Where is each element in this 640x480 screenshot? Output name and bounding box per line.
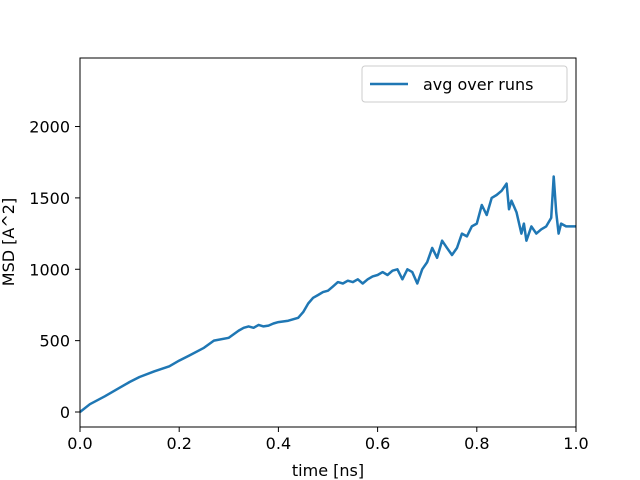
y-tick-label: 0 bbox=[60, 403, 70, 422]
plot-frame bbox=[79, 57, 577, 428]
x-tick-label: 0.0 bbox=[67, 434, 92, 453]
legend-label: avg over runs bbox=[423, 75, 533, 94]
x-tick-label: 0.2 bbox=[166, 434, 191, 453]
y-tick-label: 1500 bbox=[29, 189, 70, 208]
y-tick-label: 500 bbox=[39, 332, 70, 351]
y-axis-label: MSD [A^2] bbox=[0, 198, 18, 286]
series-line-0 bbox=[79, 175, 576, 413]
x-axis: 0.0 0.2 0.4 0.6 0.8 1.0 bbox=[67, 427, 589, 453]
legend-box bbox=[361, 65, 568, 103]
x-tick-label: 0.8 bbox=[464, 434, 489, 453]
y-tick-label: 2000 bbox=[29, 118, 70, 137]
legend: avg over runs bbox=[361, 65, 568, 103]
y-axis: 0 500 1000 1500 2000 bbox=[29, 118, 80, 422]
x-tick-label: 0.6 bbox=[365, 434, 390, 453]
y-tick-label: 1000 bbox=[29, 260, 70, 279]
x-tick-label: 0.4 bbox=[266, 434, 291, 453]
plot-area bbox=[79, 175, 576, 413]
x-axis-label: time [ns] bbox=[292, 461, 364, 480]
x-tick-label: 1.0 bbox=[563, 434, 588, 453]
